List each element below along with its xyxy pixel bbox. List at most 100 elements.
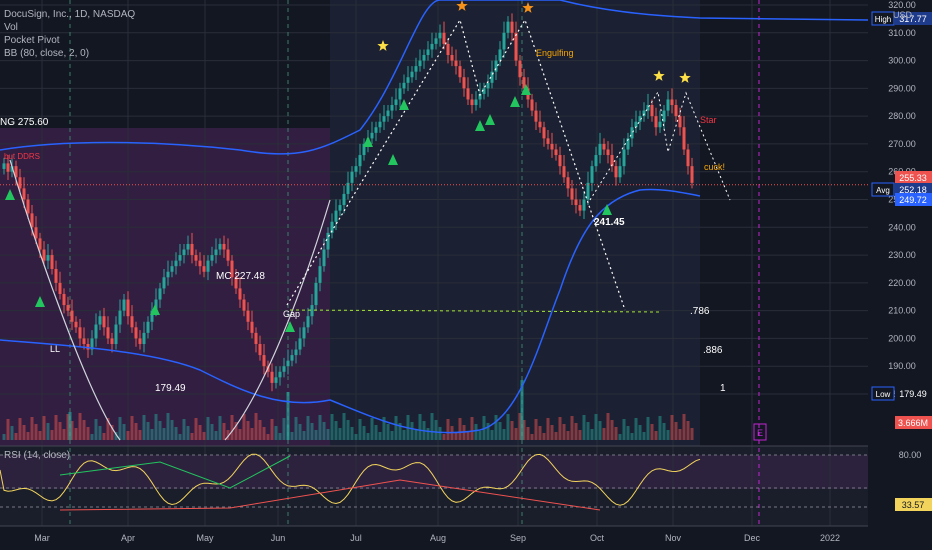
candle-104 — [418, 60, 422, 67]
volume-bar-168 — [674, 422, 678, 440]
volume-bar-88 — [354, 434, 358, 440]
candle-121 — [486, 82, 490, 89]
cup-right-curve — [224, 199, 331, 441]
candle-70 — [282, 366, 286, 372]
volume-bar-23 — [94, 419, 98, 440]
volume-bar-21 — [86, 427, 90, 440]
candlesticks — [2, 13, 694, 392]
volume-bar-33 — [134, 423, 138, 440]
candle-20 — [82, 338, 86, 344]
volume-bar-69 — [278, 433, 282, 440]
candle-65 — [262, 355, 266, 367]
volume-bar-50 — [202, 432, 206, 440]
volume-bar-96 — [386, 424, 390, 440]
volume-bar-59 — [238, 429, 242, 440]
candle-170 — [682, 127, 686, 150]
volume-bar-132 — [530, 434, 534, 440]
candle-89 — [358, 155, 362, 167]
volume-bar-97 — [390, 431, 394, 440]
volume-bar-5 — [22, 425, 26, 440]
annotation-mc: MC 227.48 — [216, 271, 265, 282]
pattern-lines-2 — [589, 90, 731, 201]
volume-bar-131 — [526, 427, 530, 440]
future-earnings-box — [753, 423, 767, 441]
volume-bar-149 — [598, 421, 602, 440]
fib-886: .886 — [703, 345, 723, 356]
candle-72 — [290, 355, 294, 361]
volume-bar-13 — [54, 415, 58, 440]
volume-bar-122 — [490, 430, 494, 440]
volume-bar-62 — [250, 428, 254, 440]
volume-bar-129 — [518, 413, 522, 440]
candle-13 — [54, 268, 58, 283]
candle-83 — [334, 210, 338, 222]
gap-support-line — [289, 309, 661, 313]
rsi-divergence-green — [59, 455, 291, 489]
candle-15 — [62, 293, 66, 306]
annotation-ll: LL — [50, 344, 61, 354]
volume-bar-154 — [618, 434, 622, 440]
volume-bar-166 — [666, 430, 670, 440]
volume-bar-72 — [290, 432, 294, 440]
volume-bar-22 — [90, 434, 94, 440]
volume-bar-151 — [606, 413, 610, 440]
marker-value-3: 249.72 — [899, 195, 927, 205]
indicator-vol[interactable]: Vol — [4, 22, 18, 33]
candle-168 — [674, 105, 678, 117]
volume-bar-109 — [438, 427, 442, 440]
time-axis[interactable]: Mar Apr May Jun Jul Aug Sep Oct Nov Dec 2022 — [34, 533, 840, 543]
candle-10 — [42, 249, 46, 261]
candle-164 — [658, 121, 662, 128]
marker-value-2: 252.18 — [899, 185, 927, 195]
volume-bar-57 — [230, 415, 234, 440]
star-marker-2 — [456, 0, 468, 11]
rsi-label[interactable]: RSI (14, close) — [4, 450, 71, 461]
volume-bar-103 — [414, 429, 418, 440]
volume-bar-84 — [338, 428, 342, 440]
candle-172 — [690, 166, 694, 183]
indicator-bb[interactable]: BB (80, close, 2, 0) — [4, 48, 90, 59]
volume-bar-136 — [546, 418, 550, 440]
candle-115 — [462, 77, 466, 89]
volume-label: 3.666M — [898, 418, 928, 428]
volume-bar-10 — [42, 416, 46, 440]
candle-45 — [182, 249, 186, 256]
price-axis[interactable]: 320.00310.00300.00290.00280.00270.00260.… — [753, 0, 932, 511]
candle-16 — [66, 305, 70, 311]
candle-73 — [294, 349, 298, 356]
candle-61 — [246, 310, 250, 322]
volume-bar-104 — [418, 414, 422, 440]
pocket-pivot-marker-10 — [521, 84, 531, 95]
indicator-pocket-pivot[interactable]: Pocket Pivot — [4, 35, 60, 46]
volume-bar-110 — [442, 434, 446, 440]
star-marker-5 — [679, 72, 691, 83]
marker-value-0: 317.77 — [899, 14, 927, 24]
candle-6 — [26, 199, 30, 214]
candle-46 — [186, 243, 190, 250]
volume-bar-34 — [138, 430, 142, 440]
volume-bar-29 — [118, 417, 122, 440]
candle-160 — [642, 110, 646, 117]
candle-53 — [214, 249, 218, 256]
marker-label-bg-0 — [871, 11, 895, 26]
volume-bar-66 — [266, 434, 270, 440]
marker-value-bg-0 — [895, 12, 932, 25]
volume-spike-1 — [286, 392, 290, 440]
candle-32 — [130, 316, 134, 328]
symbol-title[interactable]: DocuSign, Inc., 1D, NASDAQ — [4, 9, 136, 20]
volume-bar-37 — [150, 429, 154, 440]
candle-151 — [606, 149, 610, 156]
candle-109 — [438, 32, 442, 39]
candle-3 — [14, 166, 18, 178]
volume-bar-126 — [506, 414, 510, 440]
candle-92 — [370, 132, 374, 139]
candle-44 — [178, 255, 182, 261]
volume-bar-24 — [98, 426, 102, 440]
candle-145 — [582, 199, 586, 211]
candle-48 — [194, 255, 198, 261]
volume-bar-172 — [690, 428, 694, 440]
volume-bar-94 — [378, 432, 382, 440]
volume-bar-40 — [162, 428, 166, 440]
candle-157 — [630, 127, 634, 139]
